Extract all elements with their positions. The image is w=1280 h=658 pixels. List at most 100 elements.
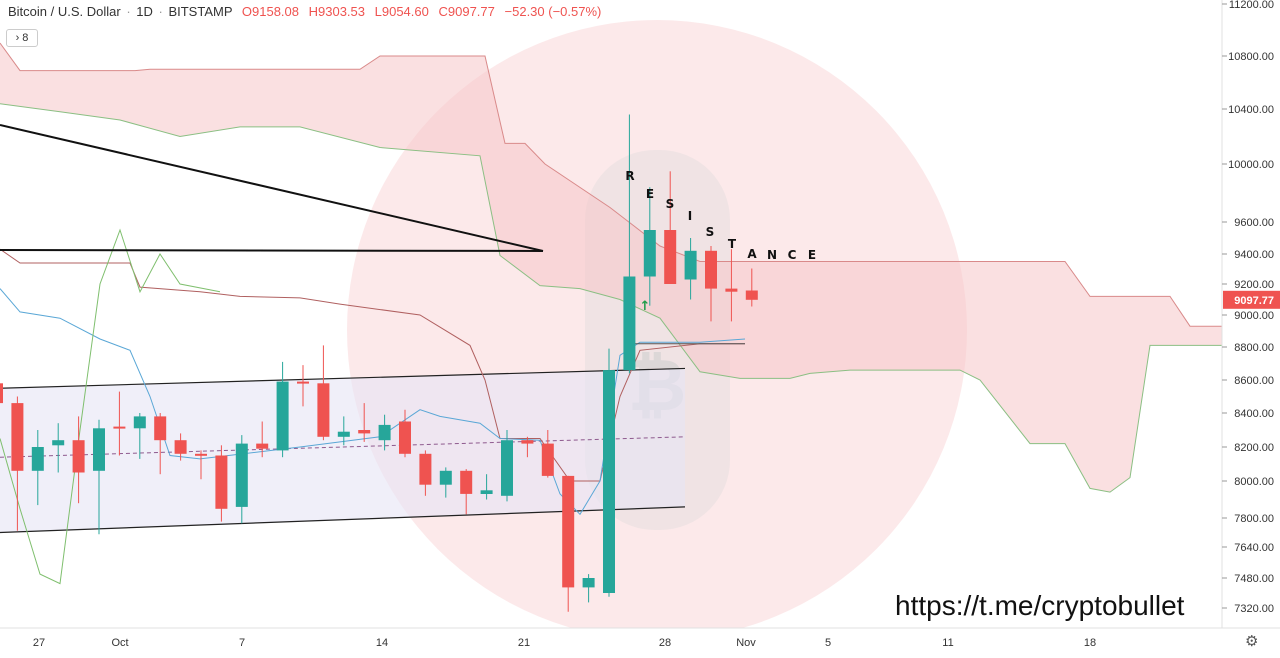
price-tick-label: 7480.00 [1234,573,1274,585]
candle-body [215,455,228,509]
price-tick-label: 7320.00 [1234,603,1274,615]
candle [399,409,411,458]
time-tick-label: 27 [33,637,45,649]
candle-body [623,276,636,371]
candle-body [745,290,758,300]
candle-body [358,430,371,434]
candle-body [378,424,391,441]
price-tick-label: 9000.00 [1234,310,1274,322]
candle-body [399,421,411,454]
candle-body [297,381,309,384]
time-tick-label: 7 [239,637,245,649]
candle-body [195,453,207,456]
candle [725,249,738,322]
price-tick-label: 10800.00 [1228,51,1274,63]
candle [337,416,350,446]
current-price-tag [1223,290,1280,309]
symbol-name[interactable]: Bitcoin / U.S. Dollar [8,4,121,19]
symbol-header: Bitcoin / U.S. Dollar · 1D · BITSTAMP O9… [8,4,602,19]
candle [419,450,432,496]
candle [643,187,656,306]
candle-body [317,383,330,437]
descending-trendline [0,124,544,252]
candle [501,430,513,502]
candle-body [480,490,493,494]
candle-body [419,453,432,485]
horizontal-resistance-line [0,249,544,252]
candle [154,413,167,475]
resistance-letter: S [706,225,715,239]
channel-mid-line [0,436,686,458]
candle [358,403,371,442]
ohlc-open: O9158.08 [241,4,299,19]
candle [582,574,595,603]
price-tick-label: 8000.00 [1234,476,1274,488]
candle [562,475,575,612]
time-tick-label: Oct [111,637,128,649]
ohlc-high: H9303.53 [308,4,366,19]
candle [460,469,473,515]
candle-body [582,578,595,588]
candle [195,450,207,480]
candle [174,433,187,461]
candle-body [52,440,65,446]
time-tick-label: 11 [942,637,953,649]
candle [745,268,758,307]
candle-body [31,447,44,471]
indicators-toggle-button[interactable]: › 8 [6,29,38,47]
candles-group [0,114,758,612]
candle-body [501,440,513,496]
price-tick-label: 10000.00 [1228,159,1274,171]
candle-body [337,431,350,437]
ohlc-close: C9097.77 [438,4,495,19]
candle-body [603,370,615,593]
candle-body [174,440,187,454]
time-tick-label: 5 [825,637,831,649]
candle [664,171,677,284]
candle-body [113,426,126,429]
candle-body [276,381,289,451]
indicators-count: 8 [22,32,29,44]
candle [521,436,534,458]
price-tick-label: 9400.00 [1234,249,1274,261]
resistance-letter: A [747,247,757,261]
price-tick-label: 11200.00 [1229,0,1274,11]
resistance-letter: I [688,209,692,223]
resistance-letter: N [767,248,777,262]
price-tick-label: 9600.00 [1234,217,1274,229]
candle-body [133,416,146,429]
price-tick-label: 8400.00 [1234,408,1274,420]
resistance-letter: T [728,237,737,251]
candle-body [439,470,452,485]
price-tick-label: 8800.00 [1234,342,1274,354]
time-tick-label: Nov [736,637,756,649]
channel-fill [0,368,685,533]
ichimoku-cloud [0,43,1225,493]
candle [317,345,330,441]
resistance-letter: R [625,169,634,183]
resistance-letter: E [808,248,816,262]
interval-label[interactable]: 1D [136,4,153,19]
candle [378,414,391,451]
cloud-span-a-line [0,42,1225,327]
price-tick-label: 9200.00 [1234,279,1274,291]
candle [705,246,717,322]
kijun-line [0,248,745,482]
candle-body [541,443,554,476]
candle-body [643,230,656,277]
current-price-label: 9097.77 [1234,295,1274,307]
candle [256,421,269,458]
candle [0,383,3,404]
candle-body [684,250,697,280]
candle [52,423,65,473]
candle-body [705,250,717,289]
gear-icon[interactable]: ⚙ [1245,633,1259,650]
candle-body [521,440,534,444]
ohlc-change: −52.30 (−0.57%) [504,4,602,19]
time-tick-label: 14 [376,637,388,649]
price-tick-label: 8200.00 [1234,442,1274,454]
candle [235,435,248,524]
price-tick-label: 7800.00 [1234,513,1274,525]
